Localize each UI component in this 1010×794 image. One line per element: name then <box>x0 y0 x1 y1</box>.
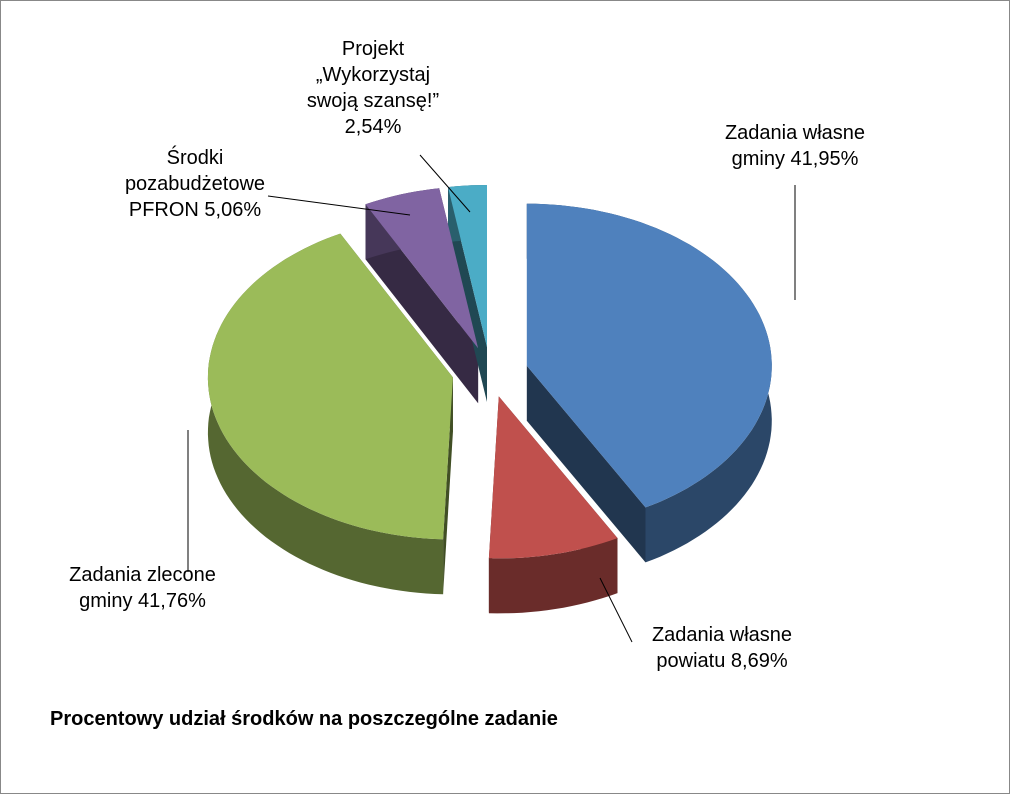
data-label: Zadania własne gminy 41,95% <box>710 120 880 172</box>
slice-side <box>443 377 453 595</box>
data-label: Zadania zlecone gminy 41,76% <box>55 562 230 614</box>
slice <box>526 203 772 508</box>
slice-side <box>365 204 479 404</box>
data-label: Zadania własne powiatu 8,69% <box>632 622 812 674</box>
category-label: Zadania zlecone gminy <box>69 564 216 612</box>
leader-line <box>419 154 471 213</box>
category-label: Zadania własne powiatu <box>651 624 793 672</box>
value-label: 41,95% <box>790 148 859 170</box>
slice-wall <box>488 538 618 614</box>
slice-side <box>526 365 646 563</box>
category-label: Zadania własne gminy <box>724 122 866 170</box>
leader-line <box>267 195 411 216</box>
value-label: 8,69% <box>730 650 788 672</box>
value-label: 41,76% <box>138 590 206 612</box>
data-label: Projekt „Wykorzystaj swoją szansę!” 2,54… <box>293 36 453 140</box>
slice <box>365 188 479 349</box>
slice <box>488 396 618 559</box>
data-label: Środki pozabudżetowe PFRON 5,06% <box>110 145 280 223</box>
category-label: Środki pozabudżetowe PFRON <box>124 147 266 221</box>
category-label: Projekt „Wykorzystaj swoją szansę!” <box>306 38 440 112</box>
value-label: 2,54% <box>344 116 402 138</box>
chart-title: Procentowy udział środków na poszczególn… <box>50 708 558 730</box>
slice <box>207 233 453 540</box>
leader-line <box>599 577 633 643</box>
slice <box>448 185 487 347</box>
value-label: 5,06% <box>204 199 262 221</box>
